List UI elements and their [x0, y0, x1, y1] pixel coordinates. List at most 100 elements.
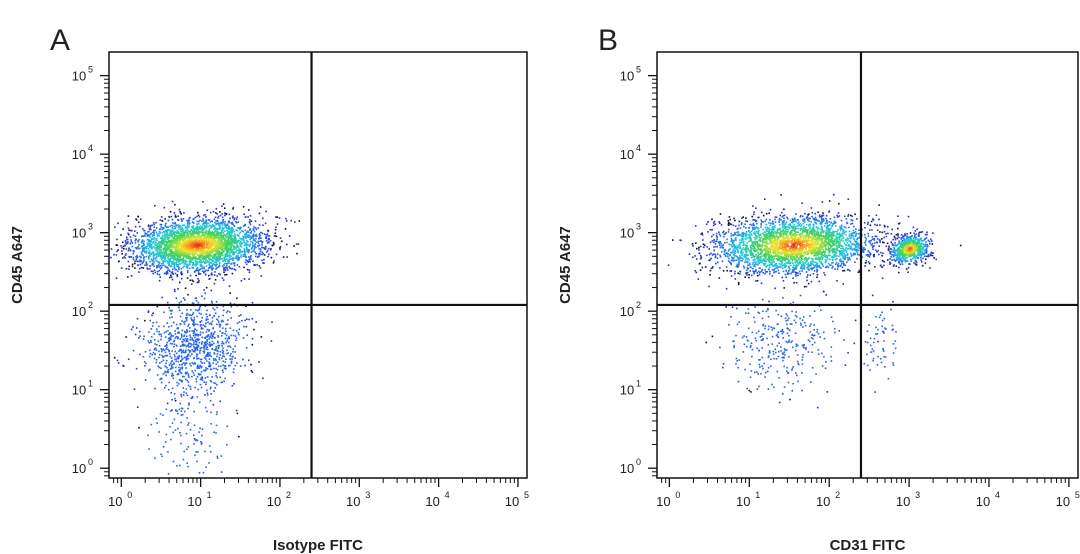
event-dot: [169, 342, 172, 345]
event-dot: [187, 446, 190, 448]
event-dot: [181, 368, 183, 370]
event-dot: [780, 219, 782, 221]
event-dot: [170, 333, 172, 336]
event-dot: [170, 438, 172, 441]
event-dot: [193, 241, 195, 243]
event-dot: [187, 354, 189, 357]
event-dot: [209, 368, 212, 371]
event-dot: [130, 275, 133, 277]
event-dot: [168, 250, 170, 252]
event-dot: [148, 448, 150, 450]
event-dot: [127, 358, 130, 361]
event-dot: [733, 255, 736, 257]
event-dot: [244, 319, 246, 322]
event-dot: [150, 228, 152, 231]
event-dot: [206, 343, 209, 345]
event-dot: [187, 257, 189, 259]
event-dot: [174, 258, 177, 260]
event-dot: [259, 240, 261, 243]
event-dot: [207, 222, 210, 225]
event-dot: [150, 244, 153, 246]
event-dot: [144, 235, 146, 237]
event-dot: [175, 360, 177, 362]
event-dot: [193, 246, 196, 248]
event-dot: [178, 242, 181, 244]
event-dot: [195, 343, 197, 346]
event-dot: [177, 412, 179, 415]
event-dot: [161, 455, 163, 458]
event-dot: [777, 266, 780, 269]
event-dot: [174, 429, 177, 431]
event-dot: [205, 367, 207, 369]
event-dot: [215, 258, 217, 261]
event-dot: [247, 251, 250, 254]
event-dot: [257, 253, 260, 255]
event-dot: [764, 252, 767, 254]
event-dot: [141, 262, 144, 265]
event-dot: [192, 243, 194, 245]
event-dot: [225, 235, 227, 237]
event-dot: [738, 260, 740, 262]
event-dot: [174, 240, 176, 242]
event-dot: [211, 317, 214, 319]
event-dot: [157, 253, 159, 255]
event-dot: [748, 259, 751, 261]
event-dot: [235, 241, 238, 244]
event-dot: [178, 228, 180, 230]
event-dot: [202, 228, 205, 231]
event-dot: [249, 218, 251, 221]
event-dot: [233, 224, 235, 227]
event-dot: [221, 236, 224, 238]
event-dot: [170, 338, 172, 341]
event-dot: [175, 409, 177, 412]
event-dot: [149, 242, 152, 245]
event-dot: [195, 257, 197, 259]
event-dot: [234, 233, 236, 236]
event-dot: [183, 391, 185, 393]
event-dot: [207, 256, 210, 259]
event-dot: [170, 263, 173, 265]
y-tick-exponent: 0: [88, 457, 93, 467]
event-dot: [727, 220, 730, 222]
event-dot: [169, 246, 171, 249]
event-dot: [245, 236, 247, 238]
event-dot: [124, 254, 127, 256]
event-dot: [225, 242, 227, 245]
event-dot: [179, 315, 182, 318]
event-dot: [225, 225, 227, 228]
event-dot: [205, 331, 208, 333]
event-dot: [200, 265, 202, 267]
event-dot: [845, 238, 847, 241]
event-dot: [151, 353, 154, 356]
event-dot: [217, 242, 219, 245]
event-dot: [208, 257, 211, 260]
event-dot: [183, 335, 185, 338]
event-dot: [149, 368, 151, 371]
event-dot: [189, 245, 191, 247]
event-dot: [150, 233, 152, 235]
event-dot: [227, 231, 230, 234]
event-dot: [790, 221, 793, 224]
event-dot: [149, 239, 151, 242]
event-dot: [193, 222, 195, 224]
event-dot: [184, 248, 187, 251]
event-dot: [167, 264, 170, 266]
event-dot: [142, 355, 145, 358]
event-dot: [155, 238, 157, 240]
event-dot: [781, 239, 784, 241]
event-dot: [228, 251, 230, 253]
event-dot: [189, 339, 192, 341]
event-dot: [141, 240, 144, 242]
event-dot: [262, 246, 265, 249]
event-dot: [204, 394, 206, 396]
event-dot: [171, 422, 174, 424]
event-dot: [146, 263, 148, 266]
event-dot: [218, 261, 221, 264]
event-dot: [195, 230, 198, 233]
event-dot: [170, 215, 173, 218]
event-dot: [245, 305, 247, 308]
event-dot: [200, 235, 202, 238]
event-dot: [218, 246, 221, 248]
event-dot: [795, 282, 798, 284]
event-dot: [246, 268, 249, 271]
